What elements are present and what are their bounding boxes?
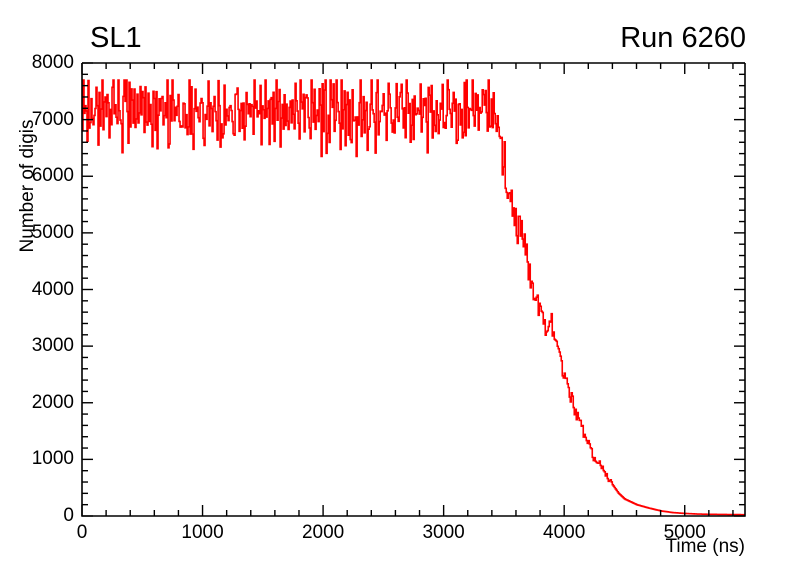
- ytick-label: 3000: [31, 335, 74, 357]
- ytick-label: 6000: [31, 165, 74, 187]
- ytick-label: 5000: [31, 221, 74, 243]
- xtick-label: 3000: [422, 522, 465, 543]
- ytick-label: 8000: [31, 52, 74, 73]
- run-label: Run 6260: [620, 22, 746, 54]
- page-title: SL1: [90, 22, 142, 54]
- xtick-label: 5000: [663, 522, 706, 543]
- xtick-label: 2000: [301, 522, 345, 543]
- xtick-label: 1000: [181, 522, 224, 543]
- ytick-label: 2000: [31, 391, 74, 413]
- axis-layer: [81, 62, 746, 517]
- ytick-label: 4000: [31, 278, 74, 300]
- data-series-layer: [82, 79, 746, 516]
- ytick-label: 1000: [31, 448, 74, 470]
- ytick-label: 7000: [31, 108, 74, 130]
- xtick-label: 4000: [543, 522, 586, 543]
- xtick-label: 0: [76, 522, 88, 543]
- xaxis-title: Time (ns): [665, 536, 745, 557]
- ytick-label: 0: [63, 505, 74, 526]
